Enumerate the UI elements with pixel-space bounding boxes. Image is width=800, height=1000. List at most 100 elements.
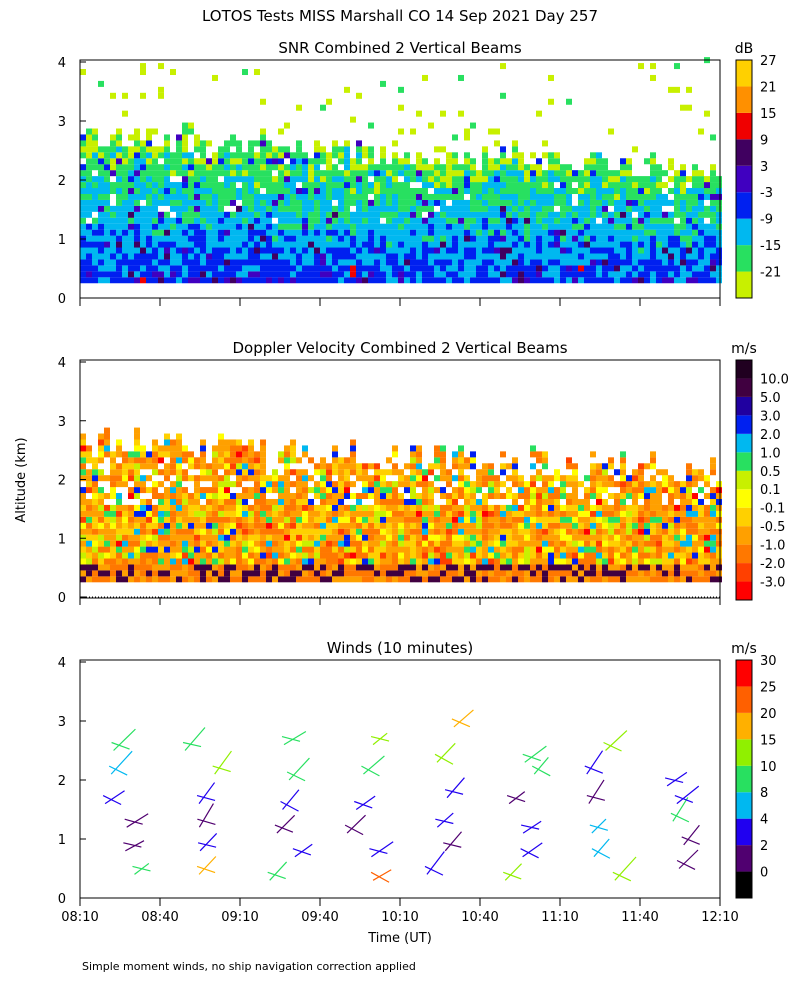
doppler-cell xyxy=(176,475,182,482)
doppler-cell xyxy=(110,558,116,565)
snr-cell xyxy=(494,241,500,248)
snr-cell xyxy=(680,170,686,177)
doppler-cell xyxy=(578,528,584,535)
snr-cell xyxy=(458,170,464,177)
doppler-cell xyxy=(212,451,218,458)
doppler-cell xyxy=(596,493,602,500)
snr-cell xyxy=(98,247,104,254)
snr-cell xyxy=(302,241,308,248)
doppler-cell xyxy=(332,528,338,535)
snr-cell xyxy=(692,170,698,177)
doppler-cell xyxy=(344,570,350,577)
snr-cell xyxy=(284,229,290,236)
doppler-cell xyxy=(374,516,380,523)
snr-cell xyxy=(350,217,356,224)
doppler-cell xyxy=(692,564,698,571)
snr-cell xyxy=(368,188,374,195)
snr-cell xyxy=(338,265,344,272)
doppler-cell xyxy=(278,493,284,500)
doppler-cell xyxy=(464,522,470,529)
doppler-cell xyxy=(416,469,422,476)
doppler-cell xyxy=(554,558,560,565)
snr-cell xyxy=(242,241,248,248)
doppler-cell xyxy=(278,498,284,505)
doppler-cell xyxy=(368,510,374,517)
snr-cell xyxy=(392,217,398,224)
snr-cell xyxy=(632,241,638,248)
doppler-cell xyxy=(680,498,686,505)
snr-cell xyxy=(560,277,566,284)
doppler-cell xyxy=(614,540,620,547)
doppler-cell xyxy=(662,510,668,517)
doppler-cell xyxy=(446,564,452,571)
snr-cell xyxy=(338,211,344,218)
snr-cell xyxy=(152,182,158,189)
doppler-cell xyxy=(656,540,662,547)
snr-cell xyxy=(332,170,338,177)
snr-cell xyxy=(398,253,404,260)
snr-cell xyxy=(422,241,428,248)
snr-cell xyxy=(482,265,488,272)
snr-cell xyxy=(512,188,518,195)
snr-cell xyxy=(458,193,464,200)
snr-cell xyxy=(158,176,164,183)
snr-cell xyxy=(218,170,224,177)
snr-cell xyxy=(494,223,500,230)
doppler-cell xyxy=(608,564,614,571)
doppler-cell xyxy=(668,534,674,541)
snr-cell xyxy=(302,277,308,284)
doppler-cell xyxy=(542,463,548,470)
doppler-cell xyxy=(326,498,332,505)
doppler-x-ticks xyxy=(79,597,721,605)
snr-cell xyxy=(194,271,200,278)
doppler-cell xyxy=(434,564,440,571)
doppler-cell xyxy=(128,463,134,470)
doppler-colorbar: -3.0-2.0-1.0-0.5-0.10.10.51.02.03.05.010… xyxy=(735,359,789,601)
snr-cell xyxy=(500,152,506,159)
snr-cell xyxy=(404,223,410,230)
x-tick-label: 09:40 xyxy=(301,910,338,925)
snr-cell xyxy=(284,223,290,230)
doppler-cell xyxy=(158,457,164,464)
doppler-cell xyxy=(428,481,434,488)
snr-panel-title: SNR Combined 2 Vertical Beams xyxy=(278,39,521,57)
doppler-cell xyxy=(104,540,110,547)
snr-cell xyxy=(512,229,518,236)
doppler-cell xyxy=(620,564,626,571)
doppler-cell xyxy=(284,475,290,482)
snr-cell xyxy=(614,247,620,254)
doppler-cell xyxy=(590,522,596,529)
doppler-cell xyxy=(188,558,194,565)
doppler-cell xyxy=(296,546,302,553)
snr-cell xyxy=(188,176,194,183)
doppler-cell xyxy=(338,498,344,505)
snr-cell xyxy=(374,241,380,248)
doppler-cell xyxy=(92,487,98,494)
snr-cell xyxy=(392,152,398,159)
snr-cell xyxy=(596,265,602,272)
doppler-cell xyxy=(272,534,278,541)
snr-cell xyxy=(140,176,146,183)
snr-cell xyxy=(572,170,578,177)
snr-cell xyxy=(290,170,296,177)
snr-cell xyxy=(344,235,350,242)
doppler-cell xyxy=(86,510,92,517)
snr-cell xyxy=(356,211,362,218)
snr-cell xyxy=(482,277,488,284)
snr-cell xyxy=(434,253,440,260)
snr-cell xyxy=(242,158,248,165)
doppler-cell xyxy=(296,498,302,505)
doppler-cell xyxy=(86,451,92,458)
doppler-cell xyxy=(134,522,140,529)
doppler-cell xyxy=(578,570,584,577)
doppler-cell xyxy=(644,522,650,529)
snr-cell xyxy=(710,253,716,260)
colorbar-swatch xyxy=(736,271,752,298)
snr-cell xyxy=(260,182,266,189)
doppler-cell xyxy=(98,516,104,523)
doppler-cell xyxy=(674,516,680,523)
snr-cell xyxy=(392,164,398,171)
snr-cell xyxy=(476,223,482,230)
doppler-cell xyxy=(80,433,86,440)
doppler-cell xyxy=(230,540,236,547)
